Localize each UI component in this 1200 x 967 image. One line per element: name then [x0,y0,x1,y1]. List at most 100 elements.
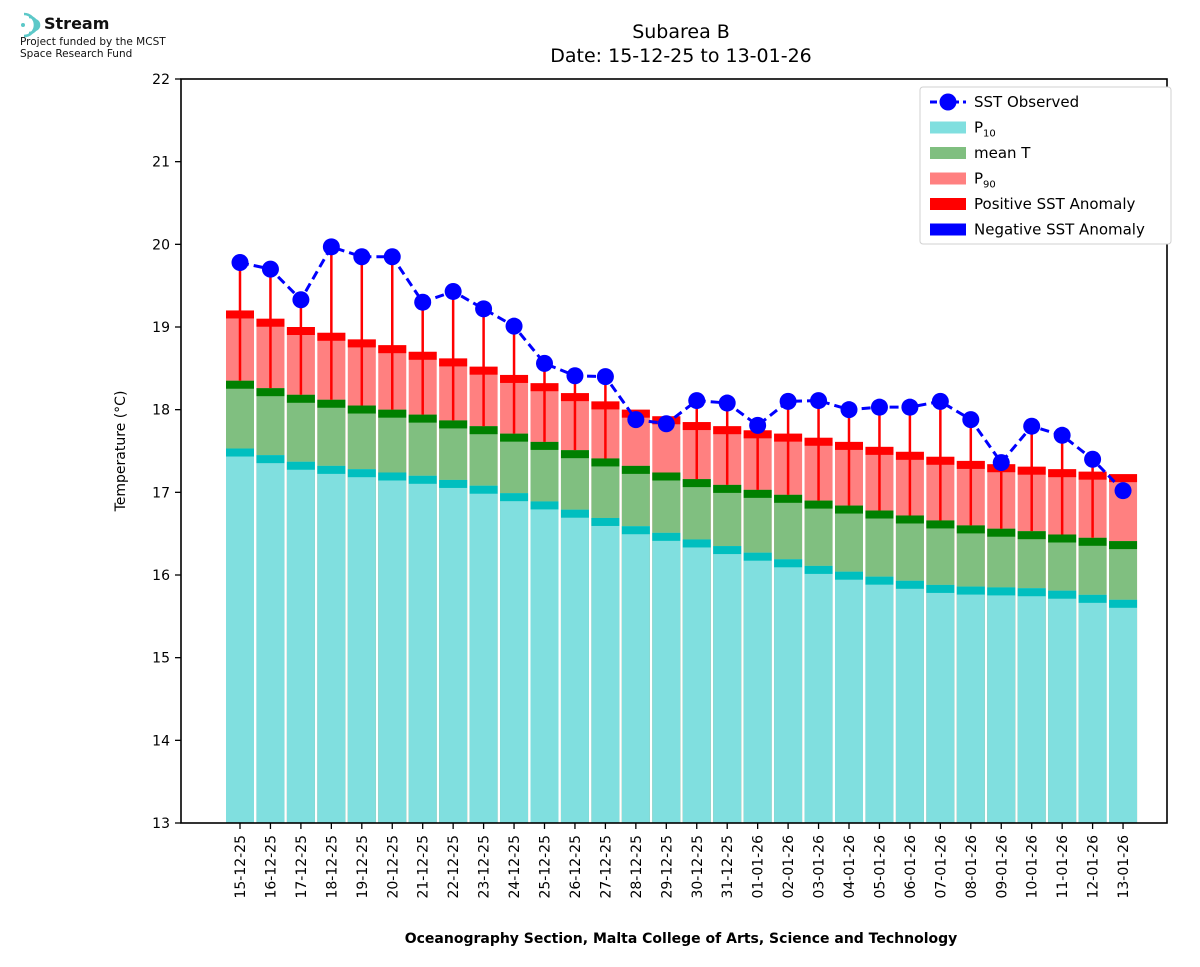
sst-observed-point [231,254,249,272]
p10-bar [226,448,254,823]
sst-observed-point [353,248,371,266]
mean-t-edge [347,405,376,414]
p10-bar [926,584,955,823]
legend-swatch [930,223,966,236]
p10-edge [835,571,863,580]
mean-t-edge [530,441,559,450]
p10-bar [560,509,589,823]
x-tick-label: 30-12-25 [690,835,706,899]
p10-bar [469,485,498,823]
p10-bar [895,580,924,823]
p10-bar [835,571,863,823]
mean-t-edge [591,458,620,467]
sst-observed-point [931,392,949,410]
x-tick-label: 15-12-25 [233,835,249,899]
sst-observed-point [566,367,584,385]
mean-t-edge [1078,537,1107,546]
p10-edge [560,509,589,518]
x-tick-label: 06-01-26 [903,835,919,899]
legend-label: P10 [974,119,996,140]
logo-name: Stream [44,14,110,33]
mean-t-edge [713,484,742,493]
legend-box [919,86,1172,245]
p10-edge [926,584,955,593]
x-tick-label: 20-12-25 [385,835,401,899]
legend-swatch [930,198,966,210]
sst-observed-point [444,282,462,300]
x-tick-label: 11-01-26 [1055,835,1071,899]
y-tick-label: 22 [152,72,170,88]
y-tick-label: 15 [152,651,170,667]
legend-label: SST Observed [974,93,1079,111]
sst-observed-point [475,300,493,318]
p10-edge [500,493,529,502]
x-tick-label: 04-01-26 [842,835,858,899]
mean-t-edge [987,528,1016,537]
mean-t-edge [500,433,529,442]
p10-edge [530,501,559,510]
mean-t-edge [317,399,346,408]
y-tick-label: 17 [152,485,170,501]
x-tick-label: 10-01-26 [1025,835,1041,899]
sst-observed-point [261,260,279,278]
p10-bar [530,501,559,823]
p10-bar [1078,594,1107,823]
x-tick-label: 05-01-26 [872,835,888,899]
x-tick-label: 19-12-25 [355,835,371,899]
p10-bar [378,472,407,823]
x-tick-label: 09-01-26 [994,835,1010,899]
logo-line-1: Project funded by the MCST [20,36,166,48]
sst-observed-point [962,411,980,429]
sst-observed-point [749,416,767,434]
legend-swatch [930,147,966,159]
x-tick-label: 23-12-25 [477,835,493,899]
p90-edge [1109,474,1138,483]
y-tick-label: 14 [152,733,170,749]
mean-t-edge [621,465,650,474]
p10-bar [439,479,468,823]
x-tick-label: 18-12-25 [324,835,340,899]
p10-edge [347,469,376,478]
mean-t-edge [378,409,407,418]
chart-title: Subarea B [632,21,730,43]
mean-t-edge [926,520,955,529]
p10-edge [378,472,407,481]
legend-label: mean T [974,144,1031,162]
p10-edge [895,580,924,589]
p10-edge [408,475,437,484]
p10-edge [804,565,833,574]
axes-frame [180,78,1168,824]
p10-bar [987,587,1016,823]
legend-label: Negative SST Anomaly [974,221,1145,239]
y-tick-label: 19 [152,320,170,336]
x-tick-label: 25-12-25 [538,835,554,899]
p10-bar [1109,599,1138,823]
sst-observed-point [840,401,858,419]
p10-edge [621,526,650,535]
sst-observed-point [536,354,553,372]
p10-bar [652,532,681,823]
x-tick-label: 08-01-26 [964,835,980,899]
mean-t-edge [956,525,985,534]
mean-t-edge [560,450,589,459]
p10-edge [469,485,498,494]
p10-edge [774,559,803,568]
plot-area: 13 14 15 16 17 18 19 20 21 22 15-12-25 16-12-25 17-1… [152,72,1168,899]
sst-observed-point [322,238,340,256]
p10-bar [500,493,529,823]
sst-observed-point [688,392,706,410]
x-tick-label: 01-01-26 [751,835,767,899]
sst-observed-point [992,454,1010,472]
mean-t-edge [774,494,803,503]
sst-observed-point [870,398,888,416]
y-tick-label: 18 [152,403,170,419]
x-axis-label: Oceanography Section, Malta College of A… [405,931,958,947]
x-tick-label: 21-12-25 [416,835,432,899]
p10-edge [286,461,315,470]
sst-observed-point [505,317,523,335]
mean-t-edge [804,500,833,509]
p10-bar [743,552,772,823]
legend-swatch [930,121,966,134]
x-tick-label: 16-12-25 [263,835,279,899]
